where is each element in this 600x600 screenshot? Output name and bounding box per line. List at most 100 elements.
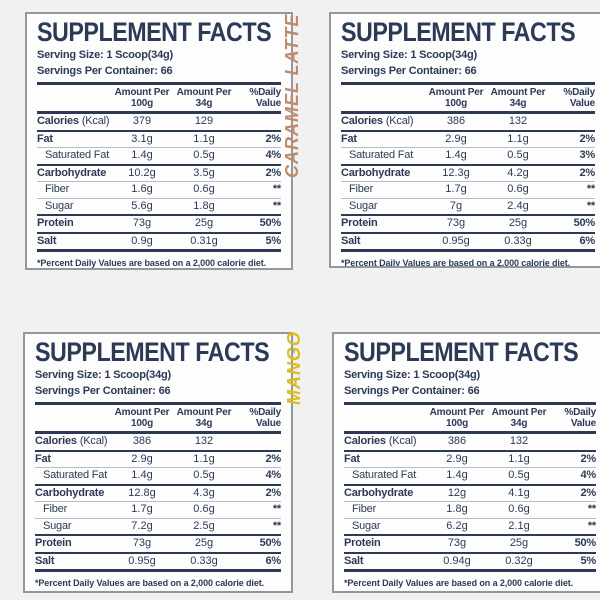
footnote-not-established: **Daily value not established. — [344, 589, 596, 591]
nutrient-table: Calories (Kcal) 386 132 Fat 2.9g 1.1g 2% Saturat… — [344, 434, 596, 572]
nutrient-name: Calories (Kcal) — [341, 114, 425, 130]
footnote-daily-values: *Percent Daily Values are based on a 2,0… — [344, 578, 574, 588]
amount-per-100g: 73g — [132, 217, 152, 229]
amount-per-100g: 6.2g — [446, 519, 468, 532]
amount-per-34g: 0.5g — [508, 469, 530, 481]
amount-per-34g: 0.6g — [507, 183, 529, 195]
amount-per-34g: 3.5g — [193, 166, 215, 179]
nutrient-name: Fiber — [344, 502, 426, 518]
amount-per-34g: 0.6g — [193, 183, 215, 195]
amount-per-100g: 1.6g — [131, 183, 153, 195]
nutrient-name: Sugar — [341, 199, 425, 215]
table-row: Fiber 1.6g 0.6g ** — [37, 181, 281, 198]
column-header-line: 34g — [195, 418, 213, 429]
nutrient-name-text: Carbohydrate — [341, 166, 411, 179]
nutrient-name-text: Fat — [37, 132, 53, 145]
daily-value: 6% — [265, 554, 282, 567]
amount-per-100g: 10.2g — [128, 166, 156, 179]
table-header: Amount Per 100g Amount Per 34g %Daily Va… — [37, 82, 281, 114]
column-header-line: Amount Per — [114, 87, 170, 98]
amount-per-100g: 1.7g — [131, 503, 153, 515]
flavor-label-caramel-latte: CARAMEL LATTE — [282, 13, 302, 178]
table-row: Saturated Fat 1.4g 0.5g 4% — [37, 147, 281, 164]
nutrient-name-text: Fiber — [45, 183, 70, 195]
table-row: Saturated Fat 1.4g 0.5g 4% — [35, 467, 281, 484]
nutrient-name-text: Carbohydrate — [37, 166, 107, 179]
nutrient-name-text: Protein — [344, 537, 381, 549]
table-header: Amount Per 100g Amount Per 34g %Daily Va… — [344, 402, 596, 434]
amount-per-34g: 0.6g — [193, 503, 215, 515]
column-header-amount-per-100g: Amount Per 100g — [426, 407, 488, 429]
panel-title: SUPPLEMENT FACTS — [35, 337, 270, 368]
nutrient-name-text: Salt — [37, 234, 57, 247]
nutrient-name: Salt — [37, 234, 111, 250]
footnote-daily-values: *Percent Daily Values are based on a 2,0… — [35, 578, 265, 588]
nutrient-name-text: Carbohydrate — [35, 486, 105, 499]
daily-value: ** — [272, 519, 281, 532]
daily-value: 5% — [580, 554, 597, 567]
nutrient-name-text: Protein — [37, 217, 74, 229]
supplement-facts-panel-toffee-caramel: SUPPLEMENT FACTS Serving Size: 1 Scoop(3… — [23, 332, 293, 593]
table-row: Calories (Kcal) 386 132 — [344, 434, 596, 450]
daily-value: 50% — [259, 537, 282, 549]
amount-per-34g: 2.1g — [508, 519, 530, 532]
nutrient-name: Calories (Kcal) — [37, 114, 111, 130]
daily-value: 50% — [573, 217, 596, 229]
amount-per-34g: 1.8g — [193, 199, 215, 212]
amount-per-34g: 129 — [194, 115, 214, 127]
nutrient-name: Fiber — [341, 182, 425, 198]
table-row: Protein 73g 25g 50% — [35, 534, 281, 552]
nutrient-name: Calories (Kcal) — [35, 434, 111, 450]
table-row: Fat 3.1g 1.1g 2% — [37, 129, 281, 148]
serving-size: Serving Size: 1 Scoop(34g) — [344, 369, 481, 381]
nutrient-name: Fat — [344, 452, 426, 468]
nutrient-name-suffix: (Kcal) — [79, 435, 108, 447]
servings-per-container: Servings Per Container: 66 — [344, 385, 480, 397]
amount-per-34g: 1.1g — [507, 132, 529, 145]
amount-per-100g: 7.2g — [131, 519, 153, 532]
panel-body: SUPPLEMENT FACTS Serving Size: 1 Scoop(3… — [334, 334, 600, 591]
nutrient-name-text: Fat — [344, 452, 360, 465]
amount-per-34g: 0.31g — [190, 234, 218, 247]
table-row: Carbohydrate 10.2g 3.5g 2% — [37, 163, 281, 182]
column-header-daily-value: %Daily Value — [550, 407, 596, 429]
nutrient-name: Salt — [35, 554, 111, 570]
supplement-facts-panel-mango: SUPPLEMENT FACTS Serving Size: 1 Scoop(3… — [332, 332, 600, 593]
nutrient-name-suffix: (Kcal) — [81, 115, 110, 127]
amount-per-100g: 1.4g — [446, 469, 468, 481]
column-header-line: Value — [570, 418, 596, 429]
column-header-line: Amount Per — [491, 407, 547, 418]
column-header-line: 100g — [131, 98, 153, 109]
nutrient-name: Carbohydrate — [37, 166, 111, 182]
amount-per-34g: 132 — [194, 435, 214, 447]
amount-per-34g: 1.1g — [508, 452, 530, 465]
servings-per-container: Servings Per Container: 66 — [35, 385, 171, 397]
amount-per-100g: 12g — [447, 486, 467, 499]
amount-per-34g: 25g — [194, 217, 214, 229]
daily-value: ** — [587, 519, 596, 532]
daily-value: 2% — [580, 452, 597, 465]
nutrient-name: Fat — [37, 132, 111, 148]
daily-value: 2% — [579, 132, 596, 145]
footnote-daily-values: *Percent Daily Values are based on a 2,0… — [341, 258, 571, 268]
table-row: Sugar 5.6g 1.8g ** — [37, 197, 281, 215]
column-header-line: %Daily — [563, 87, 595, 98]
nutrient-name: Fat — [341, 132, 425, 148]
flavor-label-chocolate: CHOCOLATE — [0, 6, 3, 128]
column-header-daily-value: %Daily Value — [549, 87, 595, 109]
footnote-daily-values: *Percent Daily Values are based on a 2,0… — [37, 258, 267, 268]
nutrient-name: Salt — [341, 234, 425, 250]
table-row: Protein 73g 25g 50% — [344, 534, 596, 552]
footnote-not-established: **Daily value not established. — [37, 269, 281, 270]
nutrient-name-text: Protein — [35, 537, 72, 549]
daily-value: 2% — [265, 486, 282, 499]
amount-per-34g: 25g — [508, 217, 528, 229]
table-row: Calories (Kcal) 386 132 — [35, 434, 281, 450]
nutrient-name: Fat — [35, 452, 111, 468]
column-header-line: 34g — [195, 98, 213, 109]
column-header-line: Amount Per — [176, 407, 232, 418]
column-header-line: Amount Per — [114, 407, 170, 418]
table-row: Fat 2.9g 1.1g 2% — [35, 449, 281, 468]
column-header-line: Amount Per — [176, 87, 232, 98]
nutrient-name: Sugar — [35, 519, 111, 535]
